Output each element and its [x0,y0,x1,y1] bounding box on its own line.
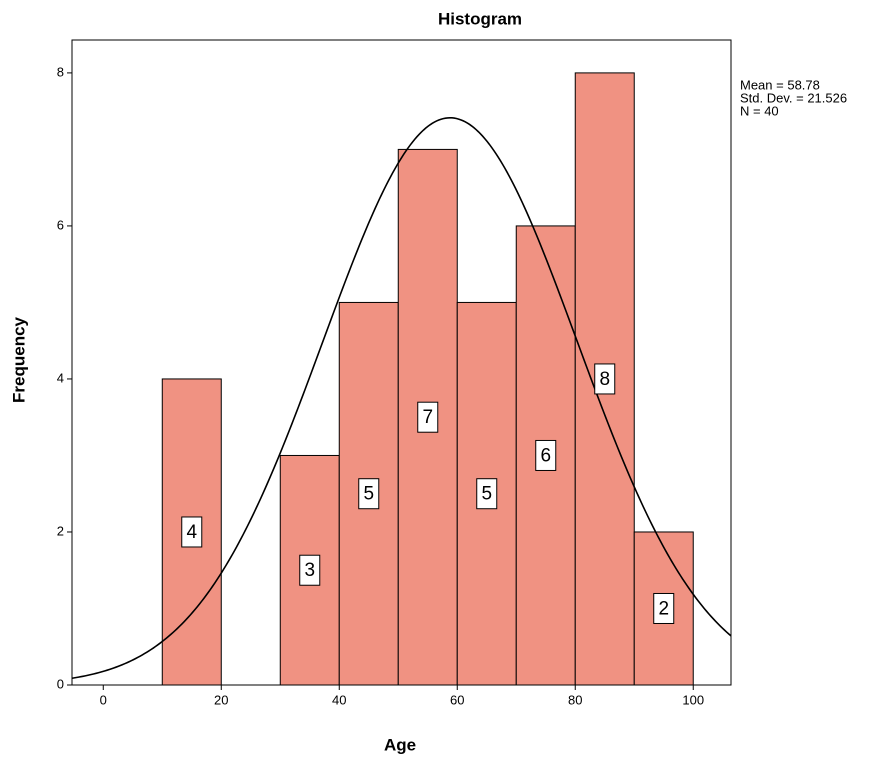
x-tick-label: 100 [682,692,704,707]
x-tick-label: 80 [568,692,582,707]
chart-title: Histogram [438,9,522,28]
y-tick-label: 8 [57,64,64,79]
x-tick-label: 0 [100,692,107,707]
value-label: 7 [422,407,433,428]
value-label: 5 [363,484,374,505]
x-tick-label: 40 [332,692,346,707]
stat-annotation: N = 40 [740,103,779,118]
value-label: 4 [186,522,197,543]
x-tick-label: 60 [450,692,464,707]
value-label: 3 [304,560,315,581]
y-tick-label: 2 [57,523,64,538]
value-label: 5 [481,484,492,505]
y-tick-label: 4 [57,370,64,385]
y-tick-label: 0 [57,676,64,691]
value-label: 8 [599,369,610,390]
value-label: 2 [658,599,669,620]
x-tick-label: 20 [214,692,228,707]
x-axis-title: Age [384,735,416,754]
y-axis-title: Frequency [9,316,28,403]
chart: Histogram Age Frequency 4357568202468020… [0,0,888,762]
value-label: 6 [540,445,551,466]
y-tick-label: 6 [57,217,64,232]
